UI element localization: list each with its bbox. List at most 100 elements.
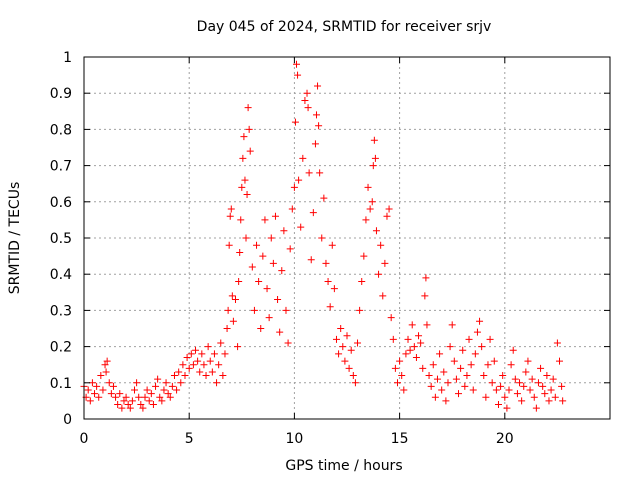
data-point bbox=[446, 343, 454, 351]
data-point bbox=[93, 382, 101, 390]
data-point bbox=[341, 357, 349, 365]
data-point bbox=[503, 404, 511, 412]
data-point bbox=[179, 361, 187, 369]
data-point bbox=[116, 390, 124, 398]
data-point bbox=[393, 379, 401, 387]
data-point bbox=[255, 277, 263, 285]
data-point bbox=[371, 154, 379, 162]
data-point bbox=[461, 382, 469, 390]
data-point bbox=[86, 397, 94, 405]
data-point bbox=[431, 393, 439, 401]
data-point bbox=[383, 212, 391, 220]
y-tick-label: 0.6 bbox=[50, 195, 72, 211]
data-point bbox=[351, 379, 359, 387]
y-axis-label: SRMTID / TECUs bbox=[7, 182, 23, 295]
data-point bbox=[444, 379, 452, 387]
data-point bbox=[128, 397, 136, 405]
data-point bbox=[170, 372, 178, 380]
data-point bbox=[286, 245, 294, 253]
data-point bbox=[492, 386, 500, 394]
data-point bbox=[324, 277, 332, 285]
data-point bbox=[385, 205, 393, 213]
data-point bbox=[469, 386, 477, 394]
data-point bbox=[349, 372, 357, 380]
y-tick-label: 0.9 bbox=[50, 86, 72, 102]
data-point bbox=[149, 401, 157, 409]
data-point bbox=[288, 205, 296, 213]
chart-title: Day 045 of 2024, SRMTID for receiver srj… bbox=[197, 19, 492, 35]
data-point bbox=[507, 361, 515, 369]
data-point bbox=[438, 386, 446, 394]
data-point bbox=[194, 357, 202, 365]
data-point bbox=[226, 212, 234, 220]
data-point bbox=[379, 292, 387, 300]
data-point bbox=[370, 136, 378, 144]
data-point bbox=[387, 314, 395, 322]
data-point bbox=[553, 339, 561, 347]
data-point bbox=[450, 357, 458, 365]
data-point bbox=[162, 379, 170, 387]
data-point bbox=[299, 154, 307, 162]
data-point bbox=[160, 386, 168, 394]
data-point bbox=[488, 379, 496, 387]
data-point bbox=[402, 350, 410, 358]
data-point bbox=[97, 372, 105, 380]
data-point bbox=[412, 353, 420, 361]
data-point bbox=[471, 350, 479, 358]
data-point bbox=[408, 321, 416, 329]
data-point bbox=[549, 375, 557, 383]
data-point bbox=[522, 368, 530, 376]
x-tick-label: 15 bbox=[391, 431, 409, 447]
data-point bbox=[102, 368, 110, 376]
data-point bbox=[208, 368, 216, 376]
data-point bbox=[406, 346, 414, 354]
data-point bbox=[84, 386, 92, 394]
data-point bbox=[509, 346, 517, 354]
data-point bbox=[526, 386, 534, 394]
data-point bbox=[490, 357, 498, 365]
data-point bbox=[545, 397, 553, 405]
data-point bbox=[271, 212, 279, 220]
data-point bbox=[143, 386, 151, 394]
y-tick-label: 0.4 bbox=[50, 267, 72, 283]
axes: 00.10.20.30.40.50.60.70.80.910 5 10 15 20 bbox=[50, 50, 611, 447]
y-tick-label: 0.2 bbox=[50, 340, 72, 356]
x-axis-label: GPS time / hours bbox=[285, 458, 402, 474]
data-point bbox=[101, 361, 109, 369]
data-point bbox=[215, 361, 223, 369]
data-point bbox=[213, 379, 221, 387]
data-point bbox=[484, 361, 492, 369]
data-point bbox=[259, 252, 267, 260]
data-point bbox=[88, 379, 96, 387]
data-point bbox=[221, 350, 229, 358]
data-point bbox=[391, 364, 399, 372]
data-point bbox=[486, 335, 494, 343]
data-point bbox=[189, 361, 197, 369]
data-point bbox=[244, 104, 252, 112]
data-point bbox=[551, 393, 559, 401]
y-tick-label: 1 bbox=[63, 50, 72, 66]
data-point bbox=[224, 306, 232, 314]
data-point bbox=[246, 147, 254, 155]
data-point bbox=[107, 390, 115, 398]
x-tick-label: 0 bbox=[80, 431, 89, 447]
grid-layer bbox=[84, 57, 610, 419]
data-point bbox=[494, 401, 502, 409]
data-point bbox=[118, 404, 126, 412]
data-point bbox=[305, 169, 313, 177]
data-point bbox=[239, 154, 247, 162]
data-point bbox=[356, 306, 364, 314]
data-point bbox=[158, 397, 166, 405]
data-point bbox=[217, 339, 225, 347]
data-point bbox=[265, 314, 273, 322]
data-point bbox=[513, 390, 521, 398]
y-tick-label: 0 bbox=[63, 412, 72, 428]
data-point bbox=[177, 379, 185, 387]
data-point bbox=[124, 401, 132, 409]
data-point bbox=[227, 205, 235, 213]
data-point bbox=[360, 252, 368, 260]
data-point bbox=[332, 335, 340, 343]
data-point bbox=[120, 397, 128, 405]
data-point bbox=[154, 375, 162, 383]
x-tick-label: 10 bbox=[285, 431, 303, 447]
